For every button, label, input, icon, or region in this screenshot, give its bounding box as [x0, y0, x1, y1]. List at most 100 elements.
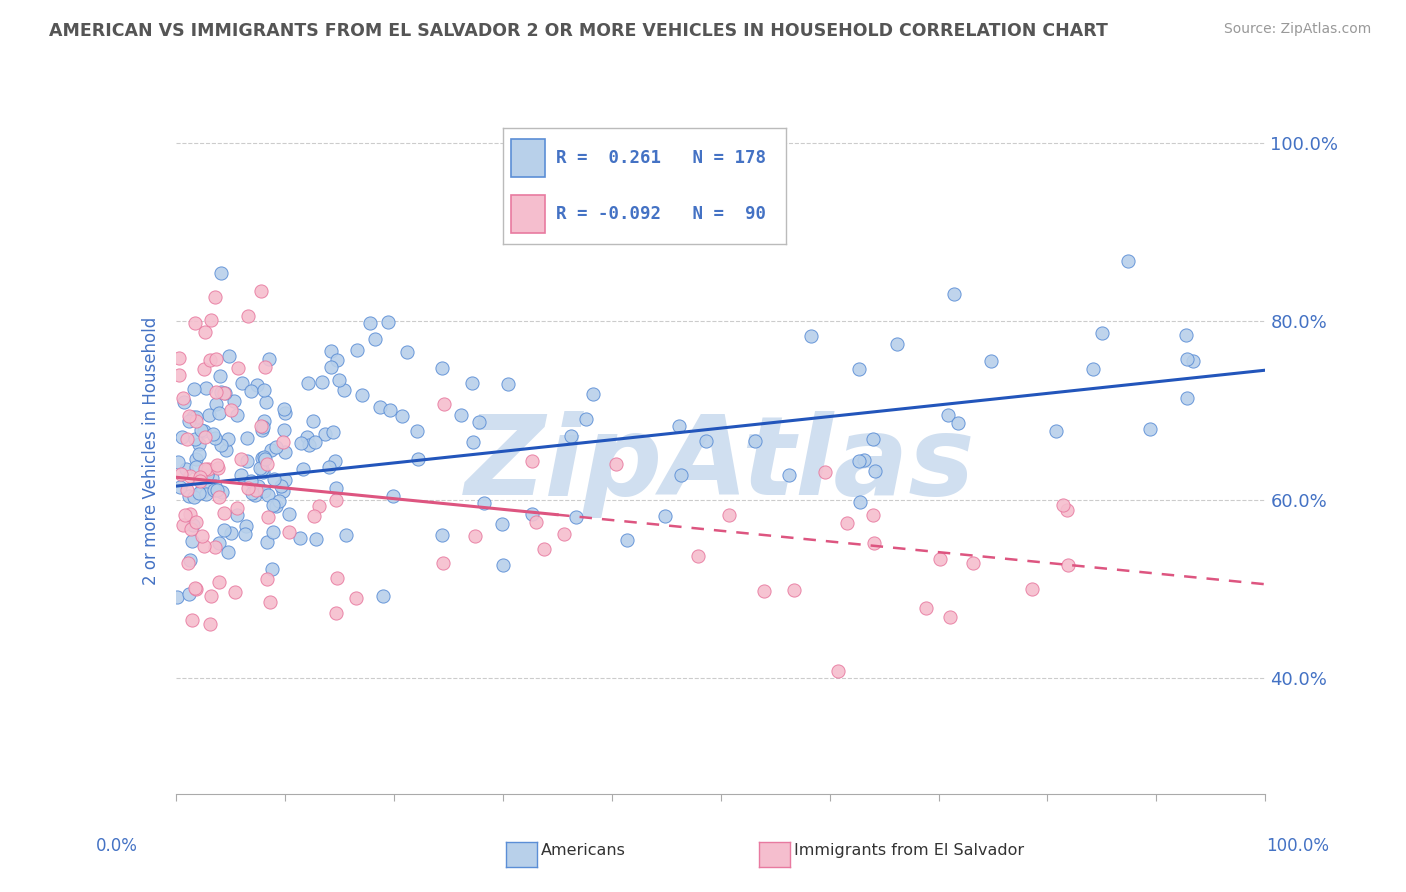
Point — [1175, 327, 1198, 342]
Point — [450, 408, 472, 422]
Point — [194, 465, 217, 479]
Point — [254, 395, 277, 409]
Point — [238, 481, 260, 495]
Point — [553, 526, 575, 541]
Point — [273, 423, 295, 437]
Point — [167, 368, 190, 383]
Point — [243, 488, 266, 502]
Point — [1175, 352, 1198, 367]
Point — [298, 438, 321, 452]
Point — [194, 430, 217, 444]
Point — [1116, 254, 1139, 268]
Point — [328, 373, 350, 387]
Point — [229, 468, 252, 483]
Point — [295, 430, 318, 444]
Point — [322, 425, 344, 439]
Point — [668, 418, 690, 433]
Point — [204, 540, 226, 554]
Point — [368, 400, 391, 414]
Point — [980, 353, 1002, 368]
Point — [688, 549, 710, 563]
Point — [174, 508, 197, 523]
Point — [176, 433, 198, 447]
Point — [533, 541, 555, 556]
Point — [181, 409, 204, 424]
Point — [219, 403, 242, 417]
Point — [406, 424, 429, 438]
Point — [520, 507, 543, 521]
Point — [200, 589, 222, 603]
Point — [252, 423, 274, 437]
Point — [1045, 425, 1067, 439]
Point — [260, 562, 283, 576]
Point — [1057, 558, 1080, 573]
Point — [209, 369, 232, 384]
Point — [946, 416, 969, 430]
Point — [929, 552, 952, 566]
Point — [224, 584, 246, 599]
Point — [256, 458, 278, 472]
Point — [377, 315, 399, 329]
Point — [204, 479, 226, 493]
Point — [190, 423, 212, 437]
Point — [256, 572, 278, 586]
Point — [184, 410, 207, 425]
Point — [226, 361, 249, 376]
Point — [346, 343, 368, 357]
Point — [311, 375, 333, 389]
Point — [263, 472, 285, 486]
Point — [194, 325, 217, 339]
Point — [208, 490, 231, 504]
Point — [218, 349, 240, 363]
Point — [848, 362, 870, 376]
Point — [250, 451, 273, 466]
Point — [378, 402, 401, 417]
Point — [226, 408, 249, 422]
Point — [848, 495, 870, 509]
Point — [207, 460, 229, 475]
Point — [274, 444, 297, 458]
Point — [214, 506, 236, 520]
Point — [915, 601, 938, 615]
Point — [205, 483, 228, 497]
Point — [231, 376, 253, 391]
Point — [522, 454, 544, 468]
Point — [266, 500, 288, 514]
Point — [304, 434, 326, 449]
Point — [1091, 326, 1114, 340]
Point — [205, 352, 228, 367]
Point — [1181, 354, 1204, 368]
Point — [177, 557, 200, 571]
Point — [262, 525, 284, 540]
Point — [208, 575, 231, 590]
Point — [194, 462, 217, 476]
Point — [304, 533, 326, 547]
Point — [254, 451, 277, 466]
Point — [266, 440, 288, 454]
Point — [250, 285, 273, 299]
Point — [257, 351, 280, 366]
Point — [259, 595, 281, 609]
Point — [253, 383, 276, 397]
Point — [252, 420, 274, 434]
Point — [200, 312, 222, 326]
Point — [181, 613, 204, 627]
Point — [321, 343, 343, 358]
Point — [225, 500, 247, 515]
Point — [197, 463, 219, 477]
Point — [848, 454, 870, 468]
Point — [214, 386, 236, 401]
Point — [195, 381, 218, 395]
Text: 100.0%: 100.0% — [1265, 837, 1329, 855]
Point — [249, 460, 271, 475]
Point — [186, 460, 208, 475]
Point — [273, 434, 295, 449]
Point — [183, 490, 205, 504]
Point — [187, 486, 209, 500]
Point — [195, 464, 218, 478]
Point — [942, 286, 965, 301]
Point — [292, 462, 315, 476]
Point — [209, 438, 232, 452]
Text: AMERICAN VS IMMIGRANTS FROM EL SALVADOR 2 OR MORE VEHICLES IN HOUSEHOLD CORRELAT: AMERICAN VS IMMIGRANTS FROM EL SALVADOR … — [49, 22, 1108, 40]
Point — [432, 397, 454, 411]
